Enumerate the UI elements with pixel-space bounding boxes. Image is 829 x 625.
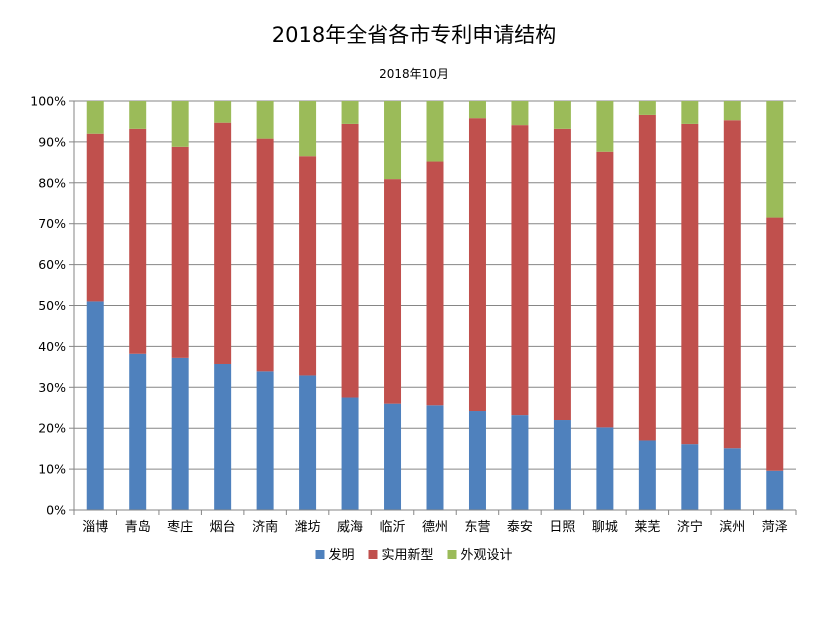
bar-segment — [511, 125, 529, 416]
bar-segment — [553, 101, 571, 129]
bar-segment — [426, 101, 444, 162]
bar-segment — [723, 448, 741, 510]
bar-segment — [596, 427, 614, 510]
x-tick-label: 日照 — [549, 520, 575, 535]
bar-segment — [256, 371, 274, 510]
chart-title: 2018年全省各市专利申请结构 — [272, 23, 556, 47]
bar-segment — [553, 128, 571, 421]
bar-segment — [129, 353, 147, 510]
bar-segment — [638, 114, 656, 441]
bar-segment — [638, 440, 656, 510]
bar-segment — [86, 301, 104, 510]
legend-swatch — [315, 550, 325, 559]
bar-segment — [384, 403, 402, 510]
axes: 0% 10% 20% 30% 40% 50% 60% 70% 80% 90% 100% 淄博 青岛 枣庄 烟… — [30, 94, 797, 535]
bar-segment — [766, 470, 784, 510]
bar-segment — [214, 363, 232, 510]
legend-swatch — [447, 550, 457, 559]
x-tick-label: 济南 — [252, 519, 278, 535]
x-tick-label: 泰安 — [507, 520, 533, 535]
bar-segment — [86, 101, 104, 134]
legend-label: 发明 — [329, 547, 355, 563]
bar-segment — [171, 101, 189, 147]
bar-segment — [681, 444, 699, 510]
y-tick-label: 80% — [38, 175, 66, 190]
y-tick-label: 10% — [38, 462, 66, 477]
x-tick-label: 枣庄 — [167, 519, 193, 535]
bar-segment — [341, 397, 359, 510]
x-tick-label: 潍坊 — [295, 520, 321, 535]
x-tick-label: 东营 — [464, 520, 490, 535]
x-tick-label: 济宁 — [677, 519, 703, 535]
bar-segment — [468, 118, 486, 412]
bar-segment — [214, 122, 232, 364]
bar-segment — [511, 101, 529, 126]
x-tick-label: 聊城 — [592, 520, 618, 535]
bar-segment — [723, 101, 741, 121]
bar-segment — [341, 101, 359, 124]
x-tick-label: 德州 — [422, 520, 448, 535]
bar-segment — [299, 375, 317, 510]
bar-segment — [256, 101, 274, 139]
bar-segment — [299, 101, 317, 157]
x-tick-label: 菏泽 — [762, 520, 788, 535]
y-tick-label: 50% — [38, 298, 66, 313]
legend-label: 实用新型 — [382, 547, 434, 563]
bar-segment — [171, 357, 189, 510]
legend-label: 外观设计 — [461, 548, 513, 563]
bar-segment — [86, 133, 104, 302]
bar-segment — [723, 120, 741, 449]
bar-segment — [468, 411, 486, 510]
y-tick-label: 20% — [38, 421, 66, 436]
bar-segment — [129, 128, 147, 354]
bar-segment — [341, 123, 359, 398]
bar-segment — [511, 415, 529, 510]
bar-segment — [256, 138, 274, 372]
bar-segment — [766, 217, 784, 471]
bar-segment — [384, 179, 402, 404]
bar-segment — [553, 420, 571, 510]
x-tick-label: 莱芜 — [634, 520, 660, 535]
x-tick-label: 威海 — [337, 520, 363, 535]
bar-segment — [426, 161, 444, 406]
bar-segment — [171, 146, 189, 358]
chart-subtitle: 2018年10月 — [379, 67, 449, 81]
legend-swatch — [368, 550, 378, 559]
y-tick-label: 60% — [38, 257, 66, 272]
bars — [86, 101, 784, 510]
bar-segment — [468, 101, 486, 119]
bar-segment — [638, 101, 656, 115]
bar-segment — [384, 101, 402, 180]
bar-segment — [766, 101, 784, 218]
x-tick-label: 烟台 — [210, 520, 236, 535]
x-tick-label: 临沂 — [380, 520, 406, 535]
bar-segment — [129, 101, 147, 129]
y-tick-label: 90% — [38, 134, 66, 149]
y-tick-label: 40% — [38, 339, 66, 354]
bar-segment — [596, 101, 614, 152]
y-tick-label: 70% — [38, 216, 66, 231]
x-tick-label: 滨州 — [719, 519, 745, 535]
bar-segment — [681, 101, 699, 124]
x-tick-label: 淄博 — [82, 520, 108, 535]
y-tick-label: 100% — [30, 94, 66, 109]
bar-segment — [214, 101, 232, 123]
bar-segment — [596, 151, 614, 428]
legend: 发明 实用新型 外观设计 — [315, 547, 513, 563]
bar-segment — [426, 405, 444, 510]
y-tick-label: 0% — [46, 503, 66, 518]
bar-segment — [299, 156, 317, 376]
y-tick-label: 30% — [38, 380, 66, 395]
x-tick-label: 青岛 — [125, 519, 151, 535]
bar-segment — [681, 123, 699, 445]
